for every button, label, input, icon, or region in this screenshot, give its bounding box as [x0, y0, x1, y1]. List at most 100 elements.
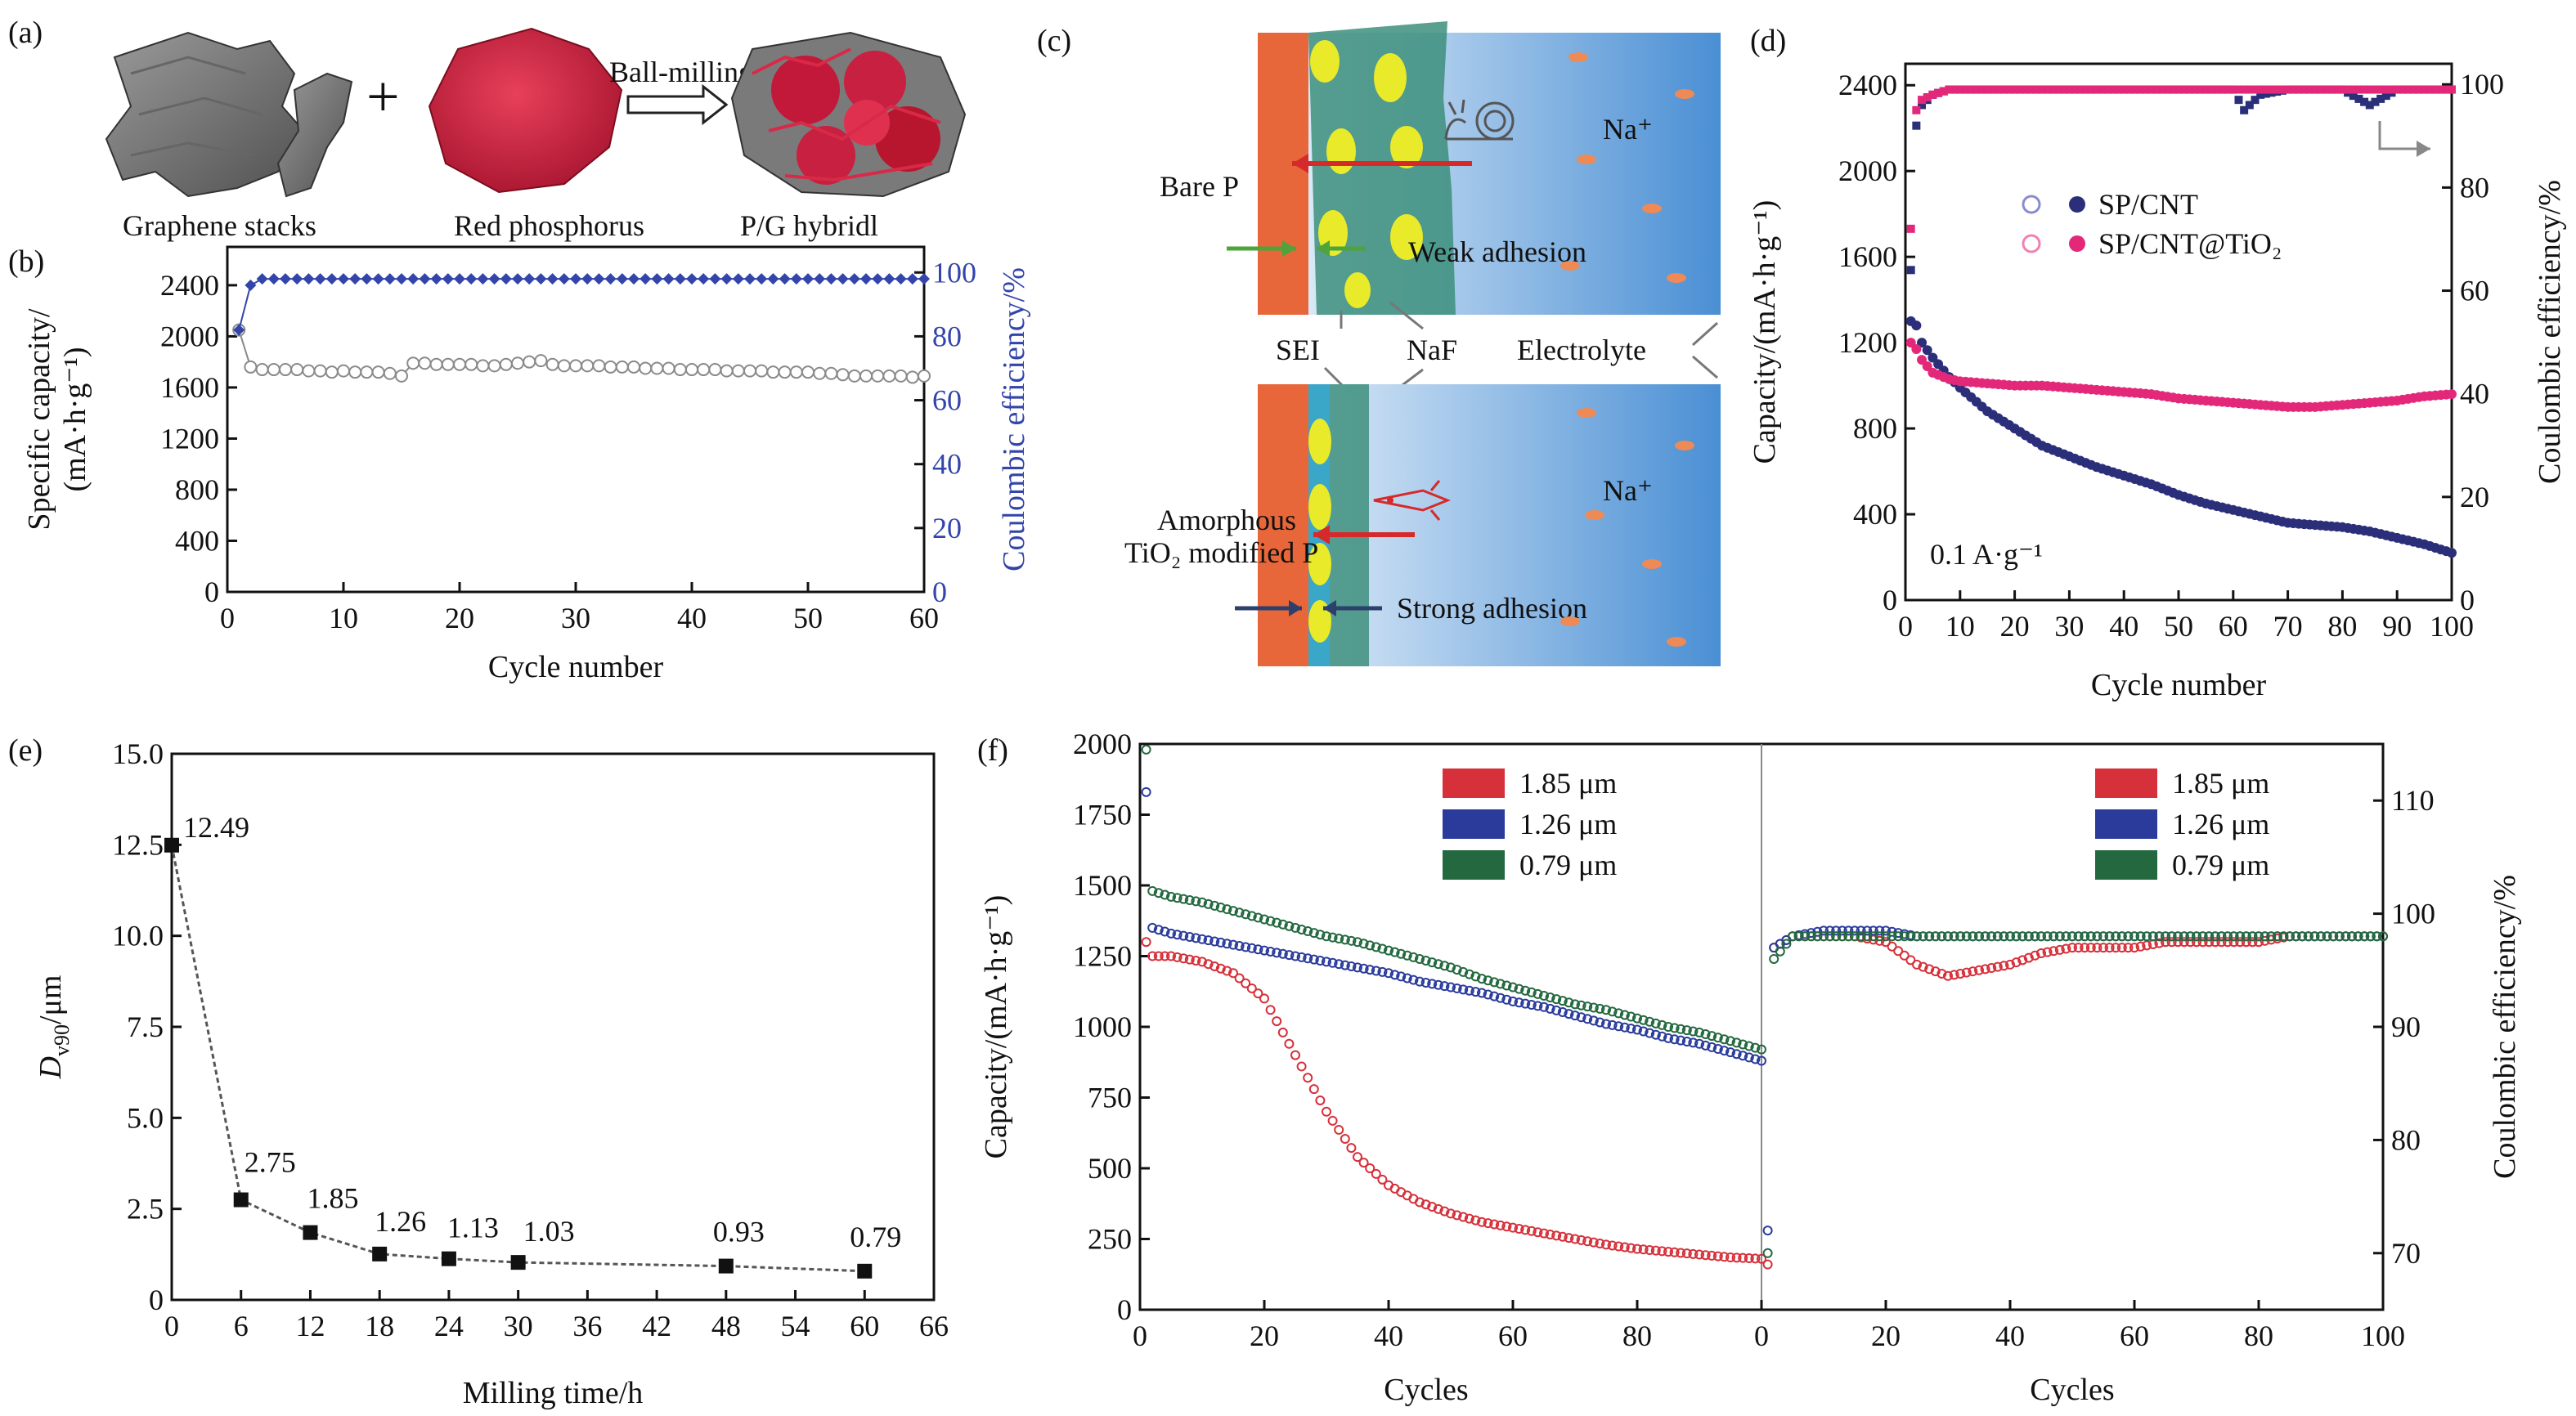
panel-f-capacity-point: [1489, 991, 1500, 1002]
panel-f-capacity-point: [1277, 1027, 1288, 1037]
panel-f-y-left-tick-label: 1500: [1073, 869, 1132, 902]
panel-b-efficiency-point: [593, 273, 605, 285]
panel-b-capacity-point: [523, 355, 536, 369]
panel-f-capacity-point: [1564, 1009, 1574, 1019]
panel-e-y-tick-label: 5.0: [127, 1101, 164, 1134]
panel-f-capacity-point: [1514, 997, 1524, 1008]
panel-f-efficiency-point: [2309, 931, 2320, 942]
panel-b-efficiency-point: [814, 273, 826, 285]
panel-e-y-ticks: 0 2.5 5.0 7.5 10.0 12.5 15.0: [112, 737, 182, 1316]
panel-f-capacity-point: [1160, 889, 1170, 900]
panel-d-y-ticks-left: 0 400 800 1200 1600 2000 2400: [1838, 69, 1915, 616]
panel-b-capacity-point: [918, 369, 931, 383]
panel-f-efficiency-point: [2166, 931, 2177, 942]
panel-f-efficiency-point: [1949, 931, 1959, 942]
panel-f-capacity-point: [1645, 1016, 1655, 1027]
panel-f-capacity-point: [1757, 1253, 1766, 1264]
panel-f-y-left-tick-label: 500: [1088, 1152, 1132, 1185]
panel-b-capacity-point: [406, 356, 420, 370]
panel-f-efficiency-point: [2185, 931, 2196, 942]
panel-f-series: [1141, 744, 2388, 1270]
panel-f-capacity-point: [1545, 993, 1555, 1003]
panel-f-y-ticks-right: 70 80 90 100 110: [2373, 784, 2435, 1270]
panel-f-efficiency-point: [2353, 931, 2363, 942]
panel-f-capacity-point: [1477, 988, 1487, 998]
panel-f-efficiency-point: [2161, 931, 2170, 942]
panel-b-capacity-point: [383, 366, 397, 380]
panel-b-efficiency-point: [895, 273, 907, 285]
panel-b-x-tick-label: 0: [220, 602, 235, 634]
panel-f-capacity-point: [1719, 1034, 1730, 1045]
panel-d-y-left-tick-label: 400: [1853, 498, 1897, 531]
panel-f-capacity-point: [1272, 1016, 1282, 1027]
panel-f-capacity-point: [1340, 934, 1350, 945]
tio2-modified-label: TiO₂ modified P: [1124, 536, 1318, 569]
panel-e-data-label: 0.93: [713, 1216, 765, 1248]
panel-f-capacity-point: [1253, 944, 1263, 955]
panel-d-y-left-tick-label: 1200: [1838, 326, 1897, 359]
panel-e-point: [857, 1263, 873, 1279]
panel-b-efficiency-point: [837, 273, 849, 285]
panel-d-sp-cnt-efficiency-point: [1906, 266, 1915, 275]
panel-f-efficiency-point: [2228, 937, 2239, 948]
panel-f-capacity-point: [1184, 931, 1195, 942]
panel-f-efficiency-point: [2017, 955, 2028, 966]
panel-f-efficiency-point: [2260, 935, 2270, 946]
panel-d-tio2-efficiency-point: [2224, 85, 2233, 94]
panel-f-efficiency-point: [2166, 937, 2177, 948]
panel-f-capacity-point: [1340, 1134, 1350, 1145]
panel-f-capacity-point: [1408, 952, 1419, 962]
panel-f-capacity-point: [1358, 939, 1369, 949]
panel-d-tio2-efficiency-point: [2081, 85, 2090, 94]
panel-f-capacity-point: [1197, 934, 1207, 944]
panel-f-capacity-point: [1712, 1043, 1723, 1054]
panel-f-right-x-tick-label: 20: [1871, 1320, 1901, 1352]
panel-d-tio2-efficiency-point: [2448, 85, 2456, 94]
panel-d-tio2-efficiency-point: [2032, 85, 2041, 94]
panel-f-efficiency-point: [1899, 950, 1910, 961]
panel-d-tio2-efficiency-point: [2092, 85, 2101, 94]
panel-b-efficiency-line: [238, 278, 924, 330]
panel-d-sp-cnt-efficiency-point: [2376, 94, 2385, 103]
panel-b-capacity-point: [511, 356, 524, 370]
panel-e-x-axis-title: Milling time/h: [463, 1376, 644, 1410]
panel-f-capacity-point: [1576, 1012, 1586, 1023]
panel-a-letter: (a): [8, 16, 43, 50]
panel-f-efficiency-point: [2372, 931, 2382, 942]
panel-d-tio2-efficiency-point: [2228, 85, 2237, 94]
panel-f-efficiency-point: [1856, 925, 1866, 936]
panel-f-efficiency-point: [2073, 931, 2084, 942]
red-phosphorus-label: Red phosphorus: [454, 209, 644, 242]
panel-f-capacity-point: [1415, 976, 1425, 987]
panel-f-capacity-point: [1726, 1036, 1735, 1046]
panel-f-capacity-point: [1632, 1243, 1642, 1254]
panel-f-efficiency-point: [2049, 931, 2059, 942]
panel-b-plot-frame: [226, 245, 926, 594]
panel-d-tio2-efficiency-point: [2098, 85, 2107, 94]
panel-f-efficiency-point: [1856, 931, 1866, 942]
panel-f-capacity-point: [1564, 1233, 1574, 1243]
panel-f-capacity-point: [1259, 993, 1269, 1004]
panel-f-capacity-point: [1607, 1006, 1618, 1017]
panel-f-y-left-tick-label: 250: [1088, 1223, 1132, 1256]
panel-f-capacity-point: [1489, 1219, 1500, 1230]
panel-d-tio2-efficiency-point: [1945, 85, 1954, 94]
panel-f-capacity-point: [1681, 1248, 1692, 1259]
panel-b-efficiency-point: [790, 273, 802, 285]
panel-f-capacity-point: [1365, 1163, 1376, 1173]
panel-f-capacity-point: [1241, 909, 1251, 920]
legend-left-1-85-swatch: [1443, 768, 1505, 798]
panel-f-efficiency-point: [1905, 931, 1916, 942]
panel-f-capacity-point: [1272, 917, 1282, 928]
panel-f-capacity-point: [1632, 1013, 1642, 1024]
panel-f-capacity-point: [1657, 1246, 1667, 1257]
panel-f-capacity-point: [1483, 1218, 1493, 1229]
panel-f-capacity-point: [1700, 1028, 1711, 1039]
panel-f-capacity-point: [1638, 1244, 1649, 1255]
panel-f-efficiency-point: [2104, 943, 2115, 953]
legend-left-1-85-label: 1.85 μm: [1519, 767, 1617, 800]
panel-d-sp-cnt-efficiency-point: [2251, 96, 2260, 105]
panel-b-capacity-point: [871, 369, 885, 383]
panel-d-tio2-efficiency-point: [2283, 85, 2292, 94]
panel-f-capacity-point: [1209, 961, 1220, 971]
